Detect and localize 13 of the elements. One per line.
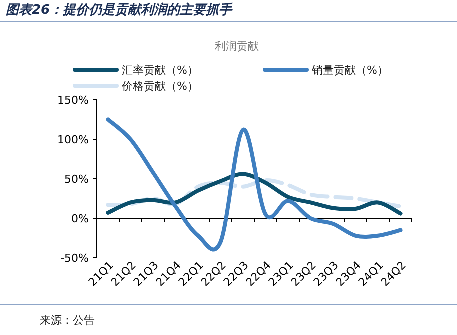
legend-label: 价格贡献（%） [121, 80, 198, 93]
y-tick-label: -50% [60, 252, 89, 265]
legend-label: 汇率贡献（%） [122, 64, 198, 77]
y-tick-label: 150% [58, 94, 89, 107]
y-tick-label: 100% [58, 134, 89, 146]
line-series [106, 172, 403, 216]
legend-label: 销量贡献（%） [311, 64, 388, 77]
chart-subtitle: 图表26：提价仍是贡献利润的主要抓手 [6, 2, 234, 18]
y-tick-label: 0% [72, 212, 89, 226]
source-note: 来源：公告 [40, 314, 95, 327]
line-series [106, 178, 403, 209]
chart-title: 利润贡献 [215, 40, 259, 53]
y-tick-label: 50% [64, 173, 89, 186]
